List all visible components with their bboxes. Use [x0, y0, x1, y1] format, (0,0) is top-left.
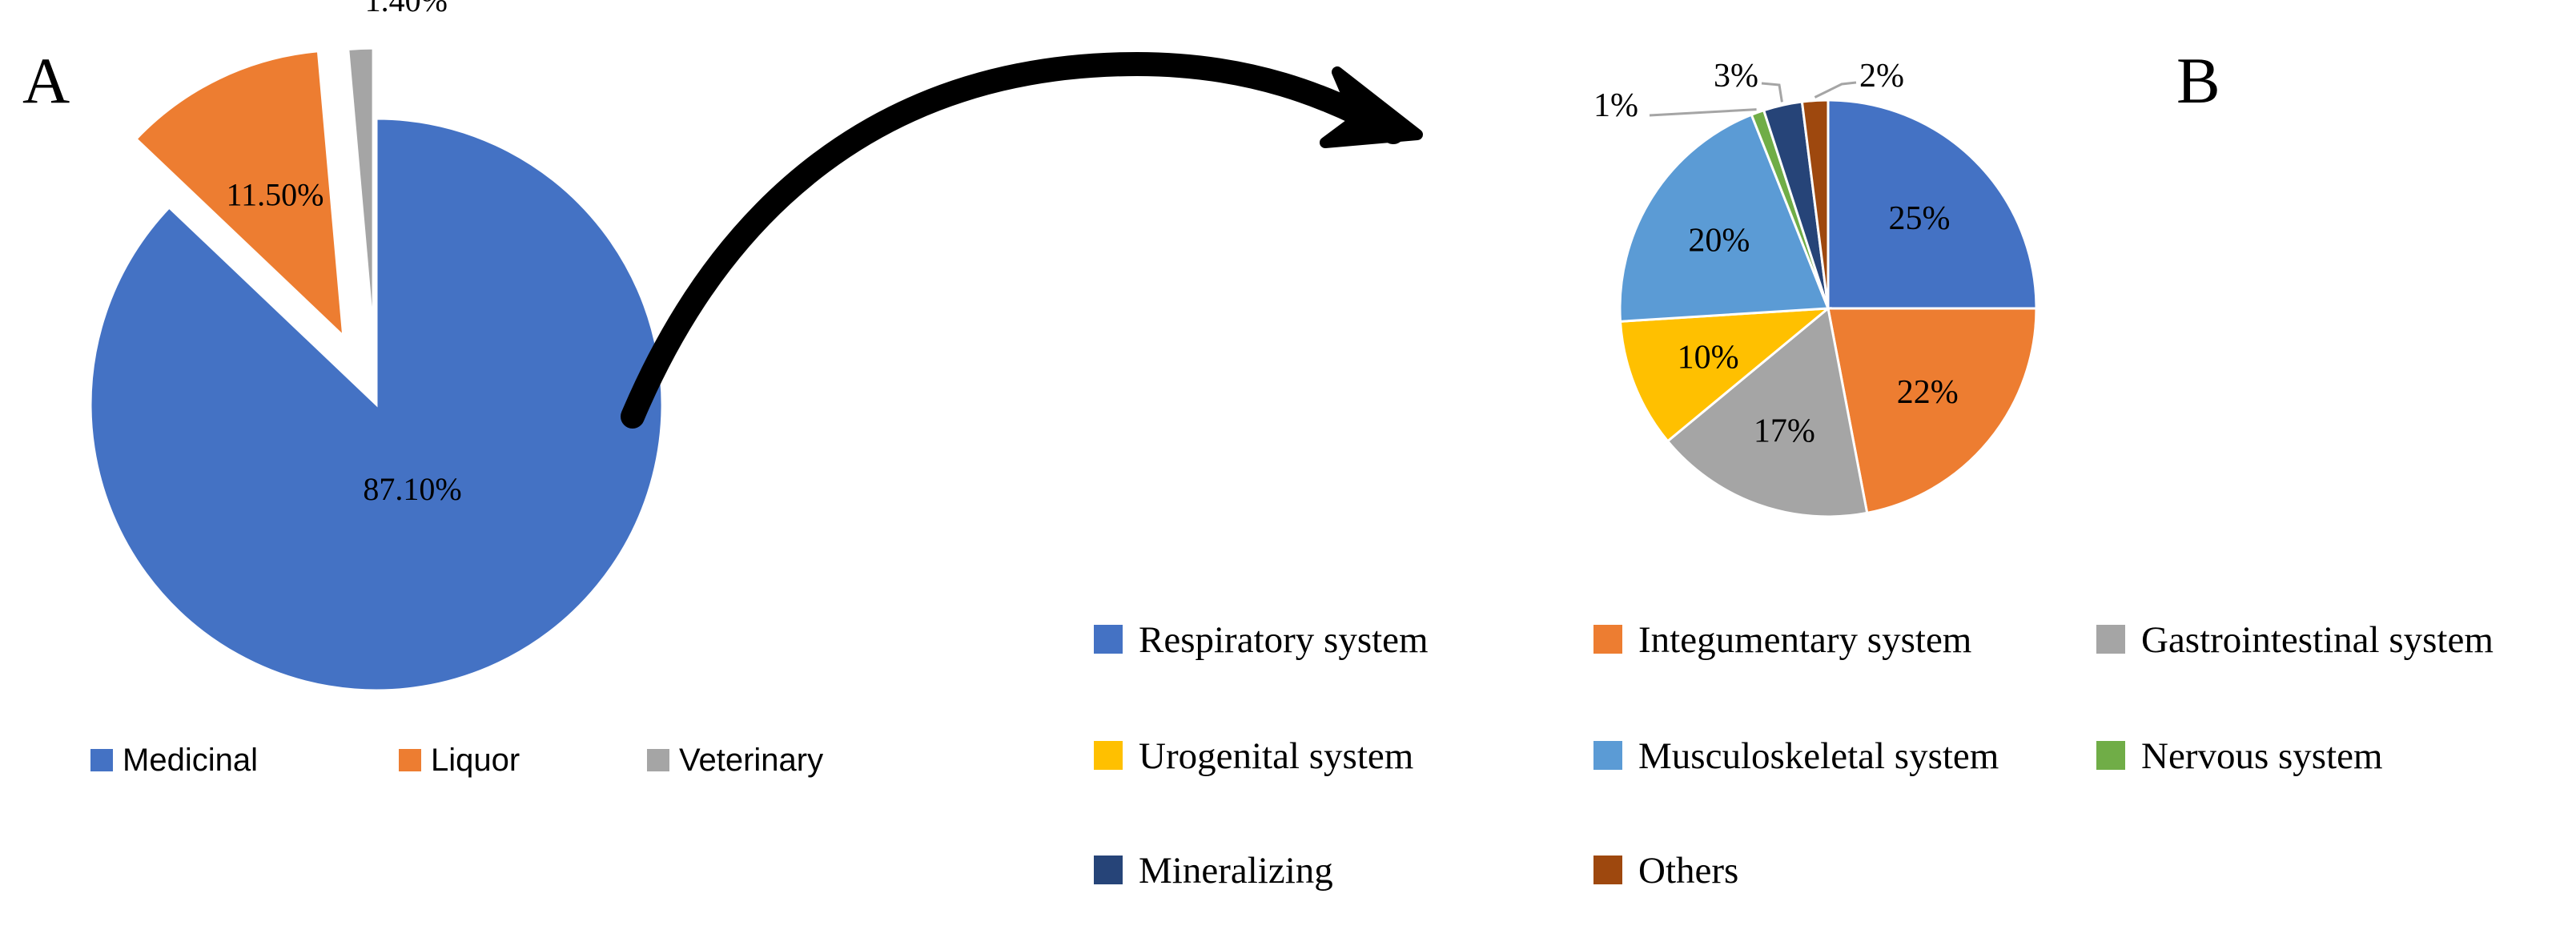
legend-swatch-nervous-system	[2096, 741, 2125, 770]
legend-swatch-gastrointestinal-system	[2096, 625, 2125, 654]
legend-a: Medicinal Liquor Veterinary	[90, 743, 823, 778]
slice-urogenital-system	[1618, 307, 1832, 443]
data-label-urogenital-system: 10%	[1678, 339, 1739, 376]
data-label-mineralizing: 3%	[1714, 58, 1758, 95]
leader-line-mineralizing	[1761, 82, 1783, 103]
pie-chart-a: 87.10% 11.50% 1.40%	[89, 0, 664, 692]
arrow-curve	[621, 51, 1405, 429]
legend-swatch-musculoskeletal-system	[1593, 741, 1622, 770]
legend-label-nervous-system: Nervous system	[2141, 735, 2383, 777]
slice-medicinal	[89, 117, 664, 692]
legend-swatch-integumentary-system	[1593, 625, 1622, 654]
slice-liquor	[134, 50, 345, 340]
legend-label-medicinal: Medicinal	[123, 743, 258, 778]
data-label-others: 2%	[1859, 58, 1904, 95]
leader-line-nervous-system	[1649, 108, 1757, 117]
slice-gastrointestinal-system	[1666, 306, 1869, 518]
slice-musculoskeletal-system	[1618, 113, 1831, 323]
legend-swatch-medicinal	[90, 749, 113, 771]
slice-others	[1800, 99, 1830, 309]
legend-label-veterinary: Veterinary	[679, 743, 823, 778]
legend-label-gastrointestinal-system: Gastrointestinal system	[2141, 619, 2494, 661]
legend-swatch-mineralizing	[1094, 856, 1123, 884]
legend-label-respiratory-system: Respiratory system	[1139, 619, 1429, 661]
legend-label-liquor: Liquor	[431, 743, 520, 778]
legend-label-integumentary-system: Integumentary system	[1638, 619, 1971, 661]
data-label-veterinary: 1.40%	[365, 0, 448, 18]
data-label-integumentary-system: 22%	[1897, 374, 1959, 411]
legend-swatch-urogenital-system	[1094, 741, 1123, 770]
data-label-gastrointestinal-system: 17%	[1754, 413, 1815, 450]
legend-b: Respiratory system Integumentary system Ga…	[1094, 619, 2494, 892]
legend-label-mineralizing: Mineralizing	[1139, 850, 1333, 892]
panel-b-label: B	[2176, 44, 2220, 117]
slice-respiratory-system	[1827, 99, 2038, 310]
arrow-head	[1320, 66, 1423, 148]
transition-arrow	[621, 51, 1423, 429]
data-label-respiratory-system: 25%	[1888, 200, 1950, 237]
data-label-musculoskeletal-system: 20%	[1688, 223, 1750, 260]
leader-line-others	[1814, 81, 1857, 99]
slice-integumentary-system	[1827, 307, 2038, 515]
legend-swatch-respiratory-system	[1094, 625, 1123, 654]
legend-label-urogenital-system: Urogenital system	[1139, 735, 1413, 777]
data-label-liquor: 11.50%	[227, 177, 324, 213]
data-label-medicinal: 87.10%	[363, 471, 461, 507]
legend-swatch-others	[1593, 856, 1622, 884]
data-label-nervous-system: 1%	[1593, 87, 1638, 124]
panel-a-label: A	[22, 44, 70, 117]
pie-chart-b: 25% 22% 17% 10% 20% 1% 3% 2%	[1593, 58, 2038, 518]
legend-label-others: Others	[1638, 850, 1738, 892]
legend-swatch-liquor	[399, 749, 421, 771]
slice-veterinary	[347, 46, 375, 335]
legend-label-musculoskeletal-system: Musculoskeletal system	[1638, 735, 1999, 777]
legend-swatch-veterinary	[647, 749, 669, 771]
